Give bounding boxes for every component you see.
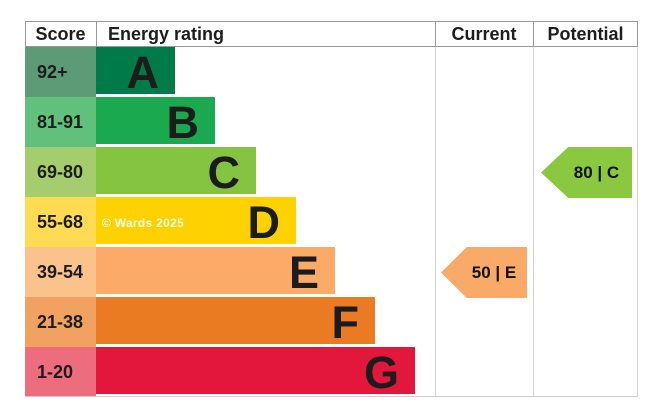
header-potential-divider [533, 21, 534, 47]
score-range-cell-g: 1-20 [25, 347, 96, 397]
rating-bar-e: E [96, 246, 335, 298]
rating-bands: 92+ A 81-91 B 69-80 C 55-68 D 39-54 E 21… [25, 47, 638, 397]
band-row-c: 69-80 C [25, 147, 638, 197]
score-range-label: 92+ [37, 61, 68, 82]
score-range-cell-d: 55-68 [25, 197, 96, 247]
score-range-label: 55-68 [37, 211, 84, 232]
table-right-border [637, 47, 638, 396]
rating-letter-d: D [247, 196, 281, 248]
column-header-score: Score [35, 23, 86, 44]
column-header-energy-rating: Energy rating [108, 23, 225, 44]
rating-bar-c: C [96, 146, 256, 198]
rating-bar-d: D [96, 196, 296, 248]
current-rating-value: 50 | E [471, 262, 517, 282]
potential-column-left-border [533, 47, 534, 396]
table-bottom-border [25, 396, 638, 397]
rating-bar-g: G [96, 346, 415, 398]
current-column-left-border [435, 47, 436, 396]
score-range-label: 39-54 [37, 261, 84, 282]
header-bottom-border [25, 46, 638, 47]
rating-letter-f: F [331, 296, 360, 348]
rating-bar-b: B [96, 96, 215, 148]
band-row-b: 81-91 B [25, 97, 638, 147]
rating-letter-e: E [288, 246, 319, 298]
table-top-border [25, 21, 638, 22]
rating-letter-b: B [166, 96, 200, 148]
potential-rating-value: 80 | C [573, 162, 620, 182]
header-current-divider [435, 21, 436, 47]
rating-bar-f: F [96, 296, 375, 348]
score-range-cell-c: 69-80 [25, 147, 96, 197]
score-range-cell-e: 39-54 [25, 247, 96, 297]
score-range-label: 21-38 [37, 311, 84, 332]
score-range-cell-f: 21-38 [25, 297, 96, 347]
rating-letter-c: C [207, 146, 241, 198]
score-range-label: 69-80 [37, 161, 84, 182]
header-score-divider [96, 21, 97, 47]
score-range-cell-a: 92+ [25, 47, 96, 97]
score-range-label: 81-91 [37, 111, 84, 132]
band-row-g: 1-20 G [25, 347, 638, 397]
potential-rating-arrow: 80 | C [541, 147, 632, 198]
header-left-border [25, 21, 26, 47]
copyright-watermark: © Wards 2025 [102, 216, 185, 230]
band-row-f: 21-38 F [25, 297, 638, 347]
column-header-current: Current [451, 23, 517, 44]
rating-letter-a: A [126, 46, 160, 98]
band-row-a: 92+ A [25, 47, 638, 97]
score-range-label: 1-20 [37, 361, 74, 382]
score-range-cell-b: 81-91 [25, 97, 96, 147]
rating-letter-g: G [363, 346, 399, 398]
band-row-d: 55-68 D [25, 197, 638, 247]
column-header-potential: Potential [547, 23, 624, 44]
band-row-e: 39-54 E [25, 247, 638, 297]
header-right-border [637, 21, 638, 47]
rating-bar-a: A [96, 46, 175, 98]
